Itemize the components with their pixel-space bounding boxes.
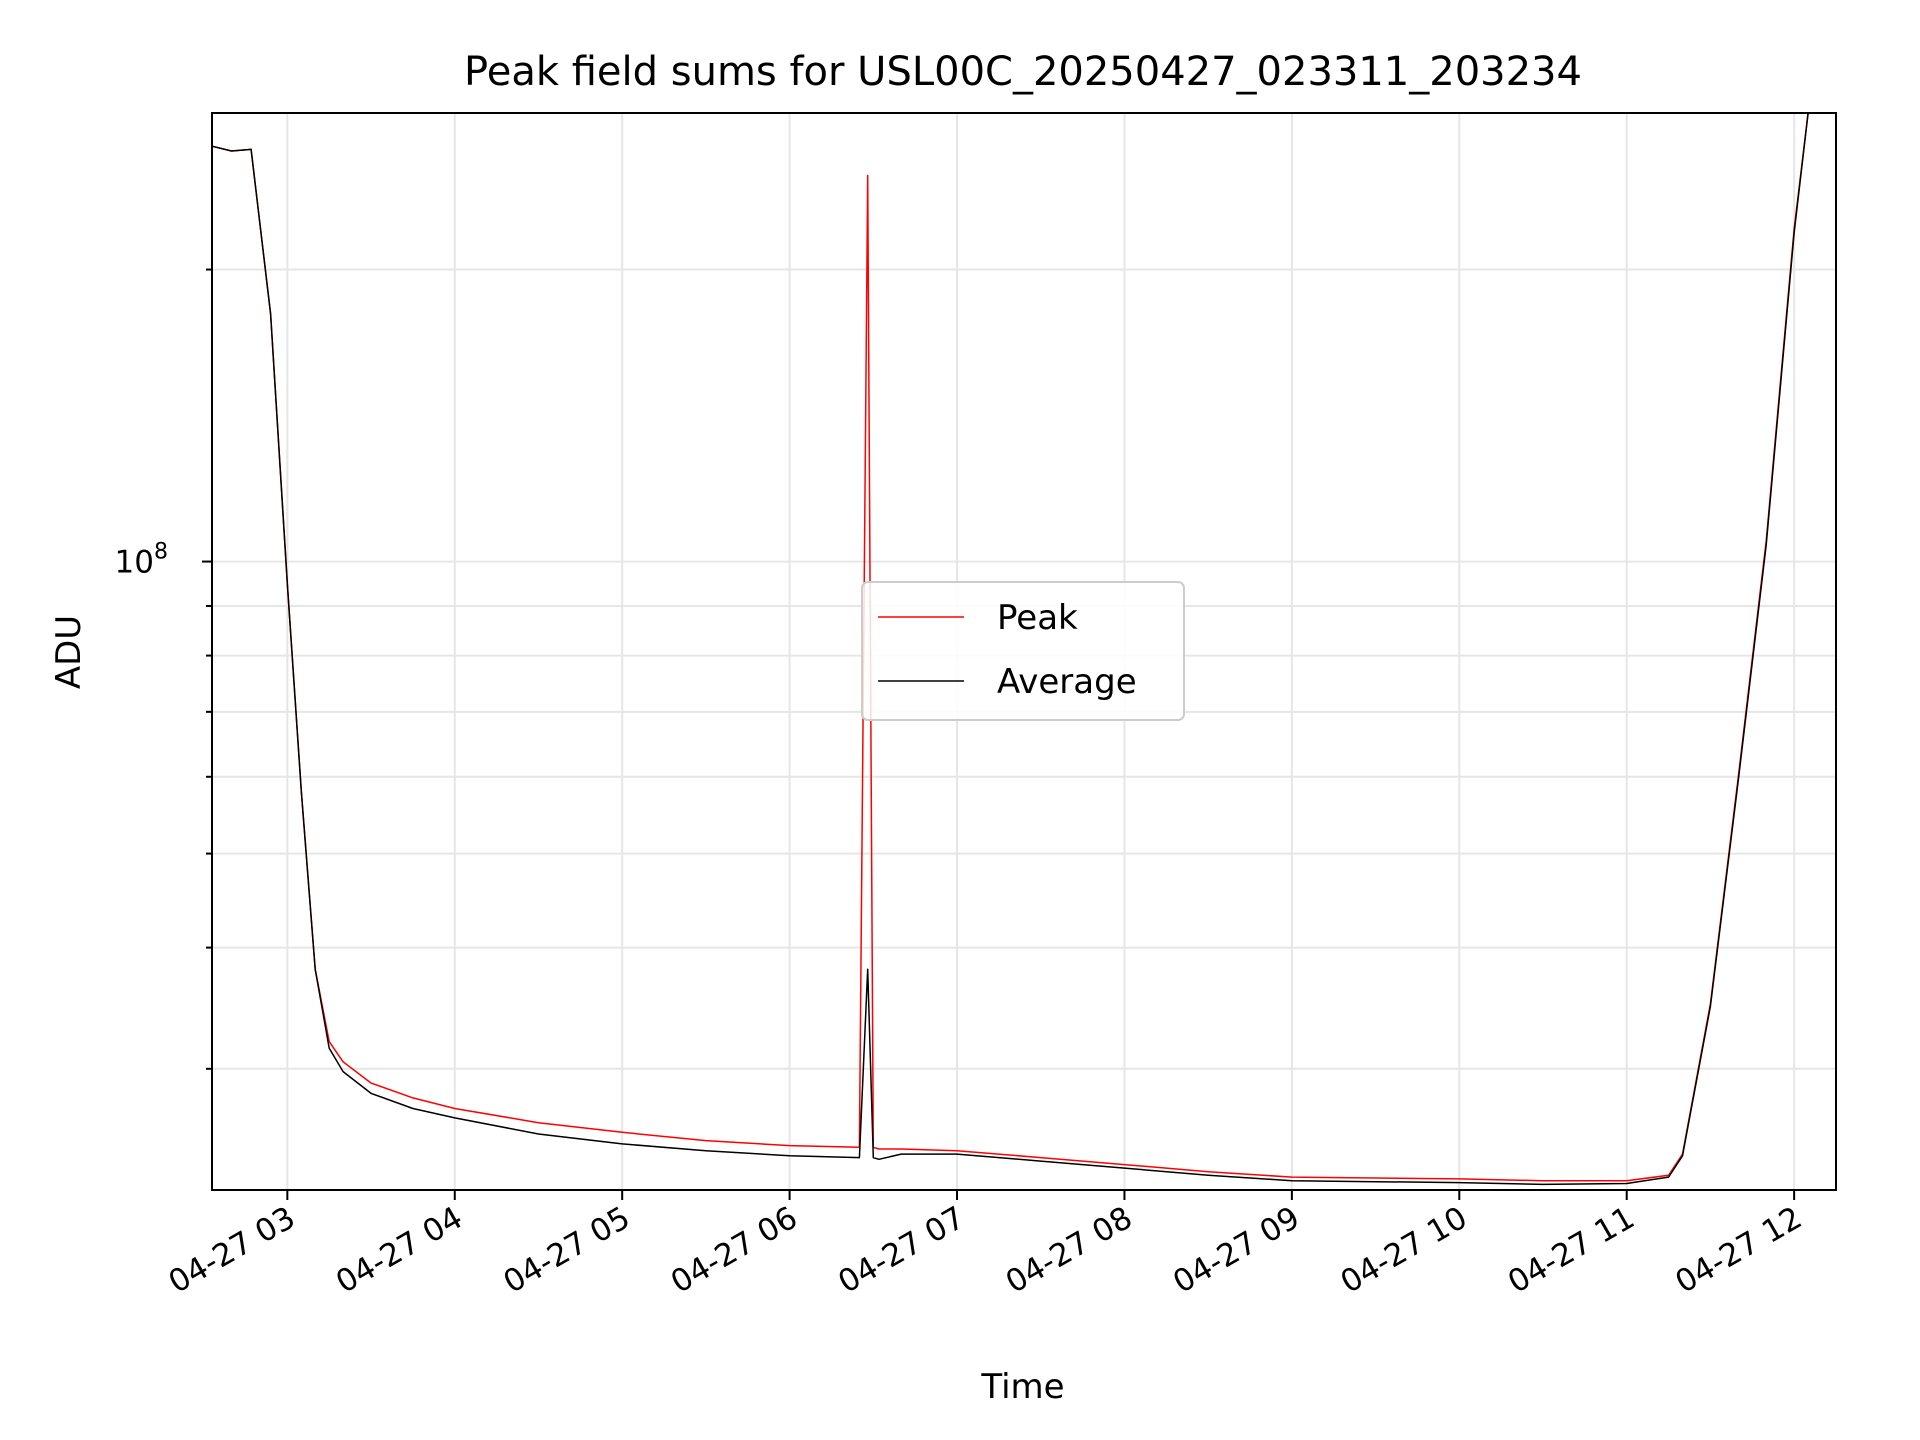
legend-label-peak: Peak bbox=[997, 598, 1078, 638]
legend-label-average: Average bbox=[997, 662, 1137, 702]
y-tick-label: 108 bbox=[115, 540, 168, 581]
chart-title: Peak field sums for USL00C_20250427_0233… bbox=[464, 49, 1582, 95]
y-axis-label: ADU bbox=[49, 615, 89, 689]
y-tick-exponent: 8 bbox=[154, 540, 168, 565]
plot-frame bbox=[211, 112, 1837, 1191]
series-line-average bbox=[211, 112, 1836, 1186]
legend: Peak Average bbox=[861, 581, 1185, 721]
series-layer bbox=[211, 112, 1836, 1186]
x-axis-label: Time bbox=[980, 1367, 1064, 1407]
y-tick-base: 10 bbox=[115, 545, 154, 581]
